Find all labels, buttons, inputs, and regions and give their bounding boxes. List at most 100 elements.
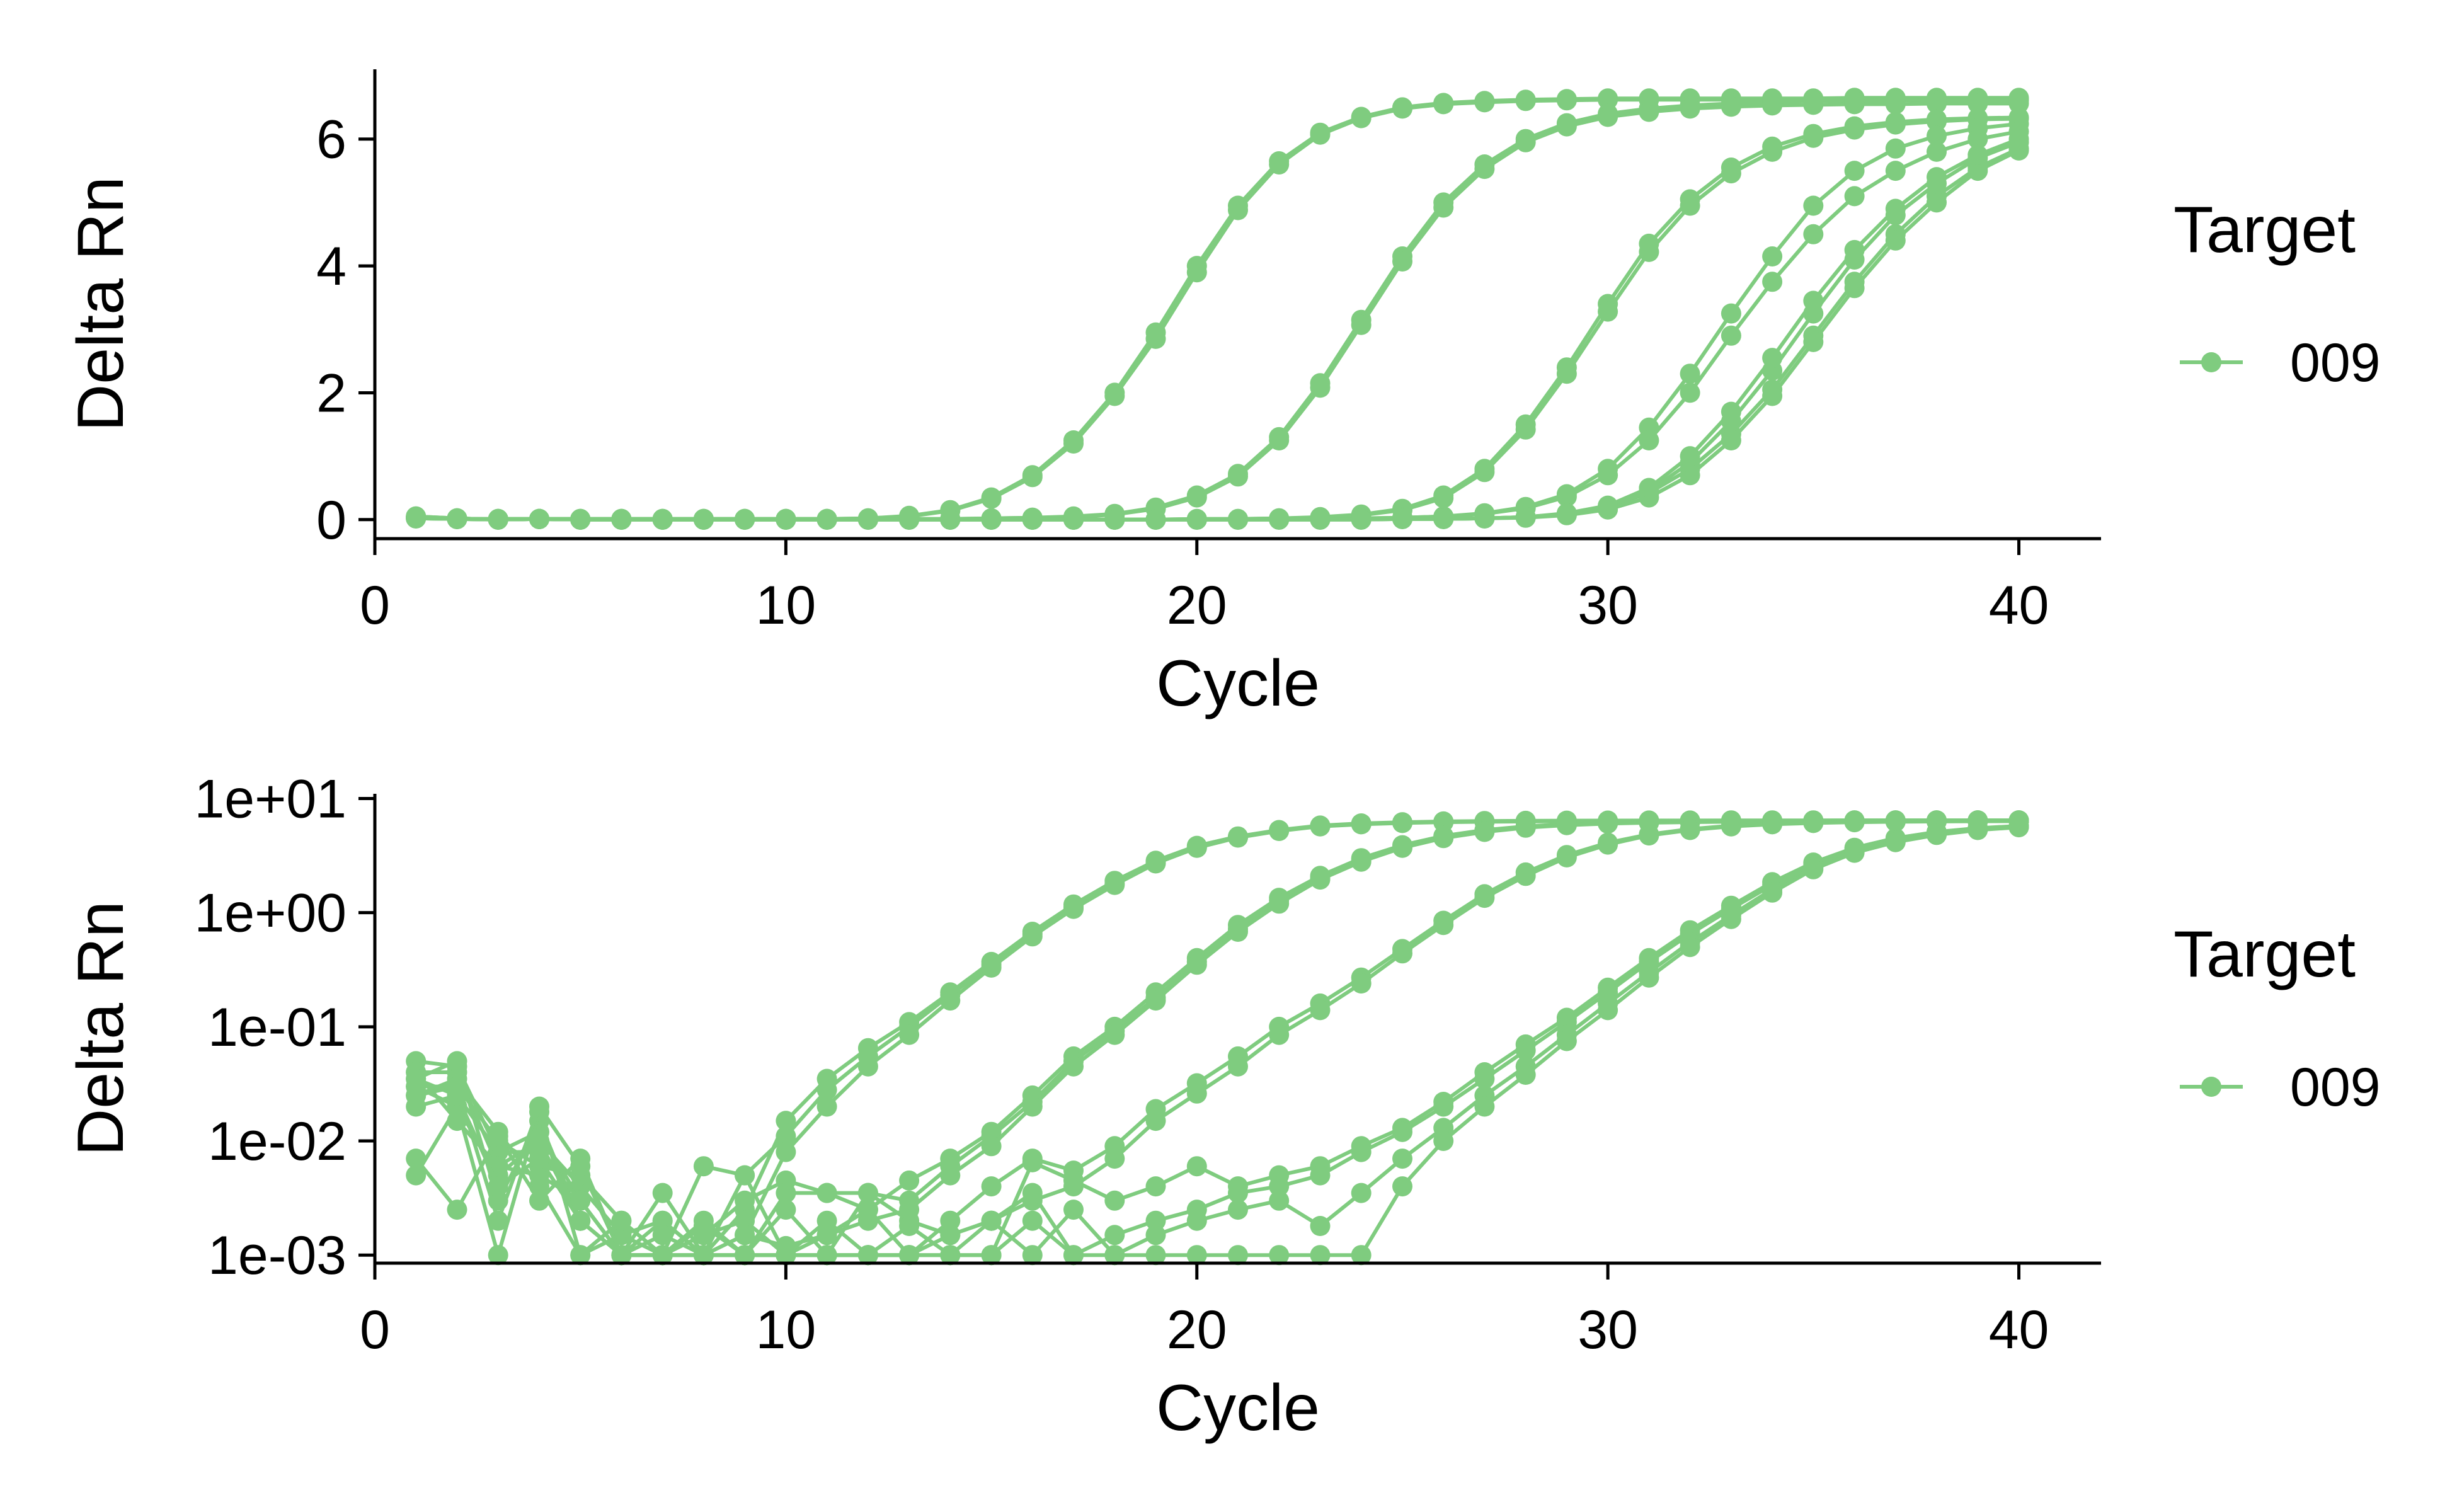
- data-point: [1269, 821, 1290, 841]
- data-point: [1269, 1176, 1290, 1197]
- data-point: [1680, 820, 1700, 840]
- data-point: [1022, 1183, 1043, 1203]
- data-point: [1556, 90, 1577, 111]
- data-point: [1762, 95, 1783, 116]
- data-point: [2008, 817, 2029, 838]
- data-point: [899, 509, 920, 530]
- data-point: [1803, 859, 1824, 879]
- data-point: [1967, 820, 1988, 840]
- data-point: [1145, 1225, 1166, 1246]
- data-point: [1639, 825, 1659, 846]
- data-point: [1063, 1200, 1084, 1220]
- data-point: [1803, 331, 1824, 352]
- data-point: [1515, 507, 1536, 527]
- data-point: [1063, 509, 1084, 530]
- data-point: [1639, 478, 1659, 498]
- data-point: [1186, 1210, 1207, 1231]
- y-tick-label: 6: [316, 110, 346, 170]
- data-point: [1022, 509, 1043, 530]
- data-point: [1639, 430, 1659, 450]
- data-point: [1228, 1245, 1248, 1266]
- x-tick-label: 0: [360, 1300, 390, 1360]
- data-point: [1351, 108, 1372, 129]
- series-line: [416, 115, 2019, 522]
- data-point: [1474, 888, 1495, 908]
- data-point: [1515, 91, 1536, 112]
- data-point: [1310, 509, 1331, 530]
- data-point: [1515, 1040, 1536, 1061]
- data-point: [1269, 154, 1290, 175]
- x-tick-label: 30: [1578, 1300, 1638, 1360]
- data-point: [1680, 446, 1700, 467]
- series-line: [416, 140, 2020, 522]
- data-point: [1145, 853, 1166, 874]
- data-point: [1310, 1000, 1331, 1021]
- legend-key-point: [2201, 1077, 2221, 1097]
- data-point: [1310, 1245, 1331, 1266]
- data-point: [1145, 1176, 1166, 1197]
- data-point: [1392, 943, 1412, 964]
- legend: Target 009: [2174, 918, 2381, 1118]
- data-point: [899, 1170, 920, 1191]
- data-point: [1885, 198, 1906, 219]
- data-point: [816, 1245, 837, 1266]
- data-point: [940, 1210, 961, 1231]
- data-point: [1885, 138, 1906, 159]
- data-point: [2008, 93, 2029, 114]
- data-point: [1145, 328, 1166, 349]
- x-axis-title: Cycle: [1156, 1372, 1320, 1445]
- data-point: [1927, 192, 1947, 213]
- x-tick-label: 40: [1989, 575, 2049, 636]
- data-point: [1228, 827, 1248, 848]
- data-point: [1762, 272, 1783, 292]
- data-point: [1927, 93, 1947, 114]
- data-point: [652, 1245, 673, 1266]
- data-point: [570, 1210, 591, 1231]
- data-point: [1639, 967, 1659, 988]
- data-point: [1967, 144, 1988, 165]
- y-tick-label: 1e-01: [208, 997, 346, 1058]
- data-point: [1392, 98, 1412, 119]
- data-point: [447, 508, 467, 529]
- data-point: [447, 1051, 467, 1072]
- data-point: [1351, 814, 1372, 835]
- data-point: [1392, 813, 1412, 833]
- data-point: [1762, 386, 1783, 406]
- data-point: [1680, 937, 1700, 958]
- data-point: [1885, 94, 1906, 115]
- y-tick-label: 1e-03: [208, 1225, 346, 1286]
- data-point: [1186, 509, 1207, 530]
- data-point: [1515, 419, 1536, 440]
- data-point: [857, 1056, 878, 1077]
- data-point: [1803, 94, 1824, 115]
- data-point: [1556, 364, 1577, 384]
- data-point: [1228, 1200, 1248, 1220]
- data-point: [1474, 508, 1495, 529]
- data-point: [1310, 1165, 1331, 1186]
- data-point: [529, 1148, 549, 1169]
- data-point: [1351, 509, 1372, 530]
- data-point: [1145, 509, 1166, 530]
- data-point: [1351, 314, 1372, 335]
- data-point: [981, 1176, 1002, 1197]
- data-point: [1474, 1068, 1495, 1089]
- series-line: [415, 824, 2019, 1257]
- data-point: [1844, 94, 1865, 115]
- data-point: [1104, 1190, 1125, 1211]
- data-point: [1844, 161, 1865, 181]
- data-point: [776, 1183, 796, 1203]
- data-point: [1967, 93, 1988, 114]
- legend-title: Target: [2174, 918, 2356, 991]
- series-line: [416, 97, 2019, 521]
- data-point: [1598, 89, 1618, 110]
- data-point: [1598, 1000, 1618, 1021]
- data-point: [1269, 1245, 1290, 1266]
- data-point: [981, 957, 1002, 978]
- data-point: [1885, 832, 1906, 852]
- data-point: [1433, 1096, 1454, 1117]
- legend-entry-label: 009: [2290, 1057, 2381, 1118]
- series-line: [416, 122, 2019, 522]
- data-point: [1515, 866, 1536, 886]
- series-line: [416, 96, 2019, 521]
- data-point: [1844, 119, 1865, 140]
